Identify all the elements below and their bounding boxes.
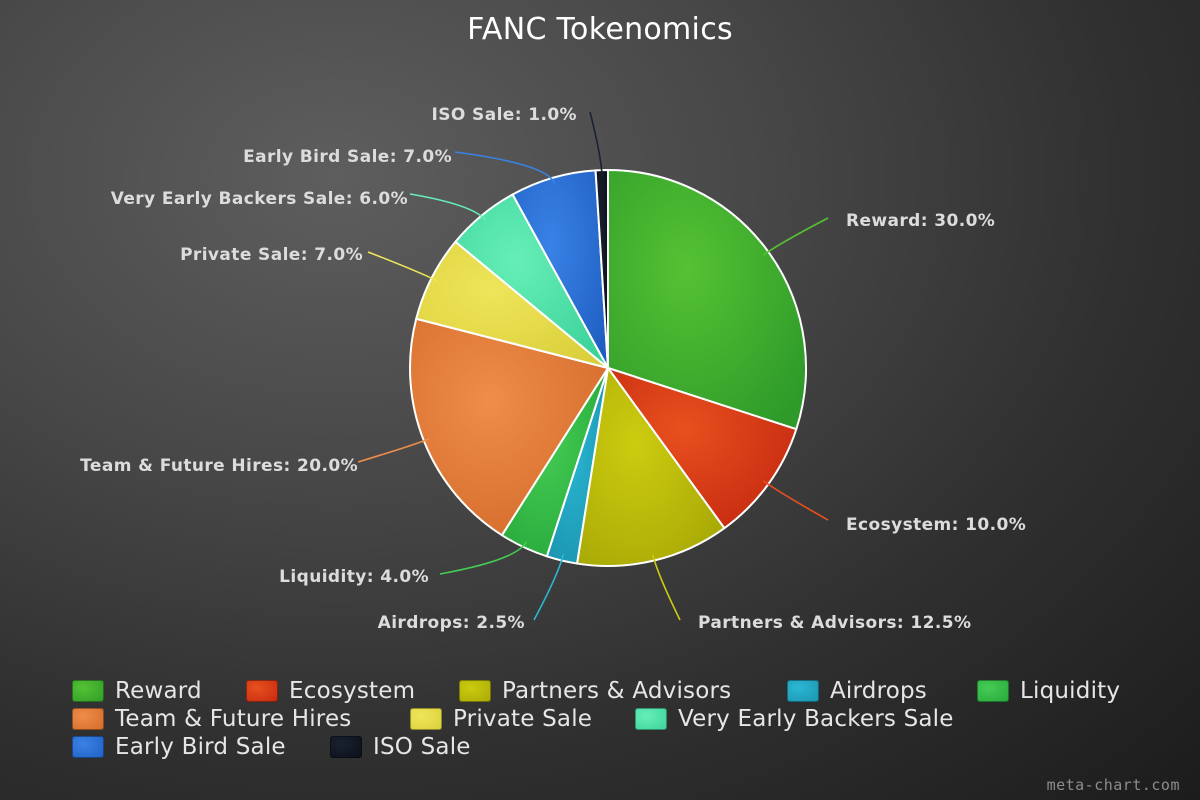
legend-row: Reward Ecosystem Partners & Advisors Airdro… xyxy=(72,677,1172,705)
legend-swatch xyxy=(635,708,667,730)
legend-swatch xyxy=(787,680,819,702)
legend-item-iso-sale[interactable]: ISO Sale xyxy=(330,733,471,761)
slice-label-ecosystem: Ecosystem: 10.0% xyxy=(846,515,1026,535)
legend-row: Early Bird Sale ISO Sale xyxy=(72,733,1172,761)
leader-line-early-bird-sale xyxy=(454,151,556,184)
leader-line-private-sale xyxy=(367,251,438,282)
chart-legend: Reward Ecosystem Partners & Advisors Airdro… xyxy=(72,677,1172,761)
legend-label: Private Sale xyxy=(453,706,593,732)
legend-row: Team & Future Hires Private Sale Very Earl… xyxy=(72,705,1172,733)
chart-title: FANC Tokenomics xyxy=(467,12,733,47)
legend-label: Reward xyxy=(115,678,202,704)
legend-item-team-and-future-hires[interactable]: Team & Future Hires xyxy=(72,705,351,733)
slice-label-private-sale: Private Sale: 7.0% xyxy=(180,245,363,265)
leader-line-ecosystem xyxy=(762,480,829,521)
legend-label: Partners & Advisors xyxy=(502,678,732,704)
legend-item-early-bird-sale[interactable]: Early Bird Sale xyxy=(72,733,286,761)
legend-label: ISO Sale xyxy=(373,734,471,760)
legend-swatch xyxy=(72,680,104,702)
legend-label: Airdrops xyxy=(830,678,927,704)
leader-line-airdrops xyxy=(533,554,564,621)
slice-label-early-bird-sale: Early Bird Sale: 7.0% xyxy=(243,147,452,167)
slice-label-very-early-backers-sale: Very Early Backers Sale: 6.0% xyxy=(111,189,408,209)
legend-item-partners-and-advisors[interactable]: Partners & Advisors xyxy=(459,677,731,705)
leader-line-reward xyxy=(762,217,829,256)
legend-swatch xyxy=(330,736,362,758)
slice-label-reward: Reward: 30.0% xyxy=(846,211,995,231)
legend-swatch xyxy=(459,680,491,702)
watermark: meta-chart.com xyxy=(1046,776,1180,794)
slice-label-airdrops: Airdrops: 2.5% xyxy=(378,613,525,633)
leader-line-partners-and-advisors xyxy=(652,554,681,621)
slice-label-team-and-future-hires: Team & Future Hires: 20.0% xyxy=(80,456,358,476)
legend-item-private-sale[interactable]: Private Sale xyxy=(410,705,592,733)
legend-label: Ecosystem xyxy=(289,678,416,704)
legend-label: Team & Future Hires xyxy=(115,706,352,732)
legend-label: Very Early Backers Sale xyxy=(678,706,954,732)
leader-line-very-early-backers-sale xyxy=(409,193,487,221)
leader-line-team-and-future-hires xyxy=(357,437,430,463)
legend-item-ecosystem[interactable]: Ecosystem xyxy=(246,677,415,705)
legend-label: Liquidity xyxy=(1020,678,1121,704)
slice-label-liquidity: Liquidity: 4.0% xyxy=(279,567,429,587)
slice-label-iso-sale: ISO Sale: 1.0% xyxy=(432,105,577,125)
legend-swatch xyxy=(246,680,278,702)
legend-item-airdrops[interactable]: Airdrops xyxy=(787,677,927,705)
legend-item-reward[interactable]: Reward xyxy=(72,677,202,705)
legend-swatch xyxy=(72,736,104,758)
legend-swatch xyxy=(977,680,1009,702)
legend-item-liquidity[interactable]: Liquidity xyxy=(977,677,1120,705)
leader-line-iso-sale xyxy=(589,111,603,177)
legend-swatch xyxy=(72,708,104,730)
legend-label: Early Bird Sale xyxy=(115,734,286,760)
leader-line-liquidity xyxy=(439,541,528,575)
legend-item-very-early-backers-sale[interactable]: Very Early Backers Sale xyxy=(635,705,954,733)
slice-label-partners-and-advisors: Partners & Advisors: 12.5% xyxy=(698,613,971,633)
legend-swatch xyxy=(410,708,442,730)
